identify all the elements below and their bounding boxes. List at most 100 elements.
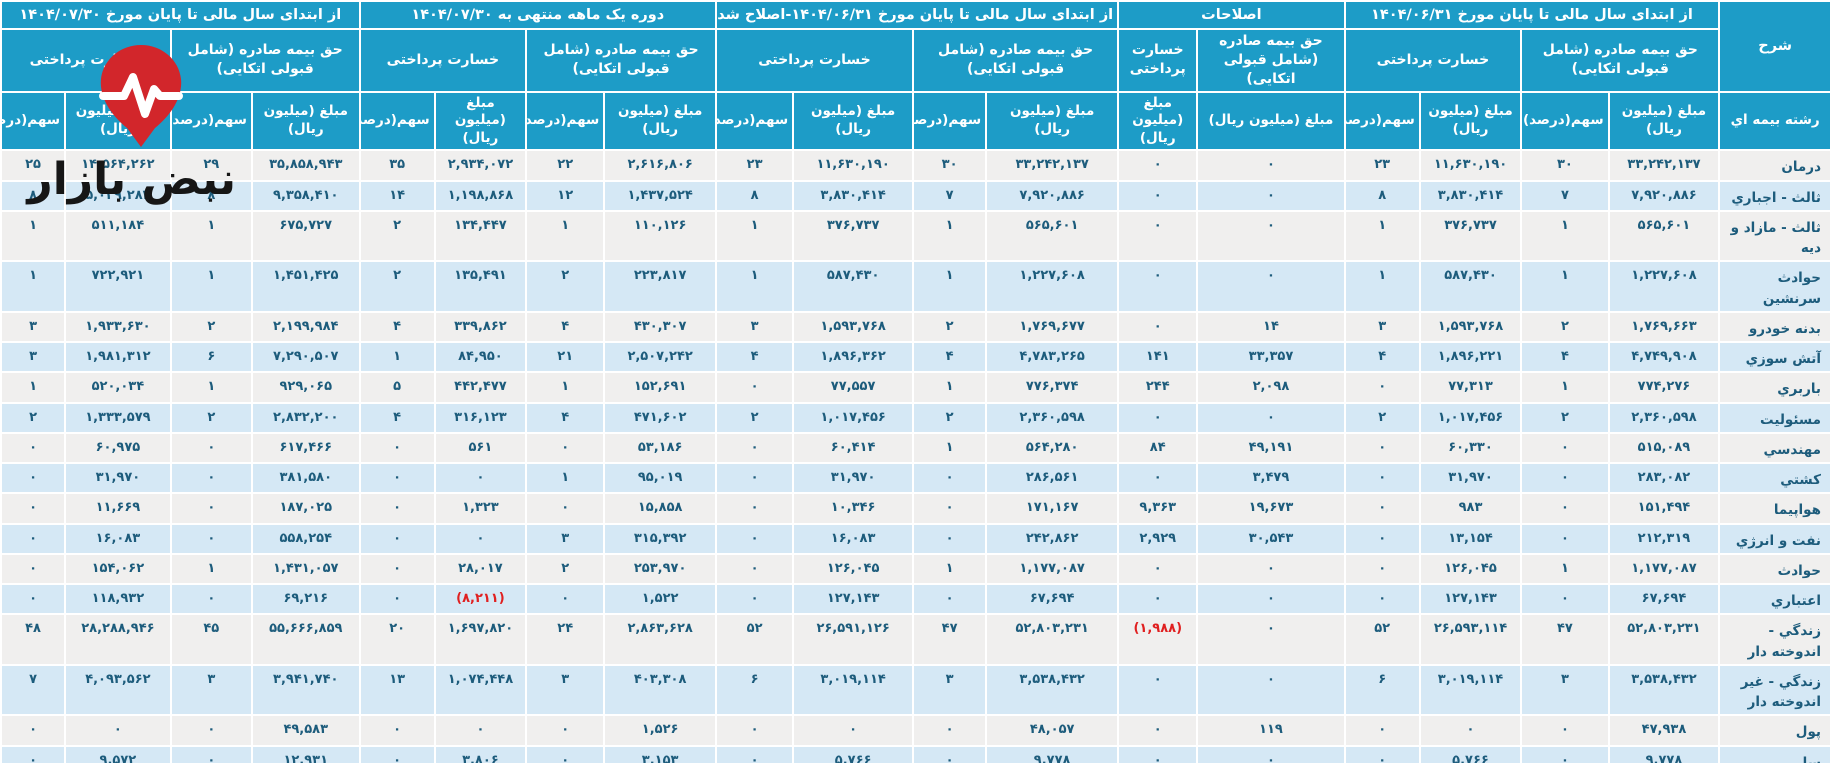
subheader-month-0730-claims: خسارت پرداختی: [358, 28, 528, 93]
cell-ytd-0631-adjusted-premium-share: ۲: [912, 401, 988, 434]
cell-ytd-0631-claims-share: ۰: [1343, 492, 1421, 525]
cell-month-0730-claims-amount: ۱,۰۷۴,۴۴۸: [433, 663, 528, 717]
cell-ytd-0631-claims-amount: ۲۶,۵۹۳,۱۱۴: [1418, 613, 1523, 666]
header-row-measures: حق بیمه صادره (شامل قبولی اتکایی) خسارت پ…: [0, 28, 1831, 93]
cell-adjustments-claims-amount: ۹,۳۶۳: [1117, 492, 1199, 525]
cell-ytd-0631-adjusted-premium-share: ۰: [912, 744, 988, 763]
cell-ytd-0730-premium-share: ۸: [169, 179, 253, 212]
cell-ytd-0631-premium-share: ۱: [1520, 552, 1610, 586]
cell-month-0730-premium-amount: ۱۵۲,۶۹۱: [603, 371, 717, 404]
cell-ytd-0730-claims-share: ۰: [0, 431, 67, 465]
cell-adjustments-premium-amount: ۰: [1196, 260, 1346, 313]
cell-month-0730-claims-share: ۲: [358, 260, 436, 313]
cell-ytd-0631-adjusted-premium-share: ۲: [912, 310, 988, 344]
cell-ytd-0631-premium-share: ۴: [1520, 341, 1610, 374]
cell-ytd-0631-adjusted-claims-amount: ۲۶,۵۹۱,۱۲۶: [792, 613, 915, 666]
cell-ytd-0631-premium-share: ۲: [1520, 401, 1610, 434]
table-row: زندگي - اندوخته دار ۵۲,۸۰۳,۲۳۱ ۴۷ ۲۶,۵۹۳,۱۱…: [0, 613, 1832, 666]
cell-ytd-0730-claims-share: ۳: [0, 341, 67, 374]
table-row: ثالث - مازاد و دیه ۵۶۵,۶۰۱ ۱ ۳۷۶,۷۳۷ ۱ ۰ ۰ ۵۶۵,…: [0, 209, 1832, 263]
cell-ytd-0631-premium-amount: ۱,۲۲۷,۶۰۸: [1607, 260, 1721, 313]
cell-ytd-0730-claims-amount: ۴,۰۹۳,۵۶۲: [64, 663, 172, 717]
cell-ytd-0631-adjusted-claims-amount: ۳۷۶,۷۳۷: [792, 209, 915, 263]
col-header-ytd-0631-premium-share: سهم(درصد): [1520, 90, 1610, 152]
col-header-ytd-0631-adjusted-claims-amount: مبلغ (میلیون ریال): [792, 90, 915, 152]
cell-adjustments-premium-amount: ۰: [1196, 613, 1346, 666]
cell-ytd-0730-premium-share: ۶: [169, 341, 253, 374]
cell-ytd-0631-premium-share: ۰: [1520, 583, 1610, 616]
cell-ytd-0730-premium-share: ۱: [169, 371, 253, 404]
subheader-month-0730-premium: حق بیمه صادره (شامل قبولی اتکایی): [525, 28, 717, 93]
table-row: سایر ۹,۷۷۸ ۰ ۵,۷۶۶ ۰ ۰ ۰ ۹,۷۷۸ ۰ ۵,۷۶۶ ۰ ۳,۱۵۳ ۰ ۳,۸۰…: [0, 744, 1832, 763]
col-header-ytd-0730-premium-share: سهم(درصد): [169, 90, 253, 152]
cell-month-0730-claims-amount: ۲۸,۰۱۷: [433, 552, 528, 586]
cell-ytd-0730-premium-share: ۲: [169, 401, 253, 434]
cell-ytd-0631-adjusted-claims-share: ۰: [714, 371, 795, 404]
cell-adjustments-premium-amount: ۴۹,۱۹۱: [1196, 431, 1346, 465]
cell-ytd-0631-adjusted-premium-share: ۴۷: [912, 613, 988, 666]
cell-month-0730-premium-share: ۲۴: [525, 613, 606, 666]
cell-ytd-0730-claims-amount: ۰: [64, 714, 172, 747]
cell-ytd-0730-premium-share: ۰: [169, 462, 253, 495]
table-row: زندگي - غیر اندوخته دار ۳,۵۳۸,۴۳۲ ۳ ۳,۰۱۹,۱…: [0, 663, 1832, 717]
cell-month-0730-claims-amount: ۳۳۹,۸۶۲: [433, 310, 528, 344]
cell-ytd-0631-premium-share: ۱: [1520, 209, 1610, 263]
cell-ytd-0631-premium-amount: ۴,۷۴۹,۹۰۸: [1607, 341, 1721, 374]
cell-month-0730-premium-amount: ۹۵,۰۱۹: [603, 462, 717, 495]
cell-adjustments-claims-amount: ۰: [1117, 552, 1199, 586]
cell-month-0730-premium-amount: ۲,۸۶۳,۶۲۸: [603, 613, 717, 666]
cell-month-0730-premium-amount: ۳,۱۵۳: [603, 744, 717, 763]
cell-month-0730-premium-share: ۳: [525, 663, 606, 717]
cell-ytd-0631-premium-amount: ۳۳,۲۴۲,۱۳۷: [1607, 149, 1721, 182]
cell-ytd-0631-claims-amount: ۰: [1418, 714, 1523, 747]
cell-ytd-0631-adjusted-premium-share: ۱: [912, 260, 988, 313]
cell-ytd-0631-premium-amount: ۵۶۵,۶۰۱: [1607, 209, 1721, 263]
cell-adjustments-premium-amount: ۰: [1196, 209, 1346, 263]
cell-ytd-0730-claims-amount: ۳۱,۹۷۰: [64, 462, 172, 495]
cell-ytd-0631-claims-amount: ۱,۰۱۷,۴۵۶: [1418, 401, 1523, 434]
col-header-ytd-0631-adjusted-claims-share: سهم(درصد): [714, 90, 795, 152]
cell-ytd-0730-premium-amount: ۱,۴۳۱,۰۵۷: [250, 552, 361, 586]
cell-ytd-0631-premium-amount: ۱,۱۷۷,۰۸۷: [1607, 552, 1721, 586]
cell-ytd-0631-claims-share: ۸: [1343, 179, 1421, 212]
col-header-ytd-0730-claims-amount: مبلغ (میلیون ریال): [64, 90, 172, 152]
cell-adjustments-claims-amount: (۱,۹۸۸): [1117, 613, 1199, 666]
col-header-month-0730-claims-amount: مبلغ (میلیون ریال): [433, 90, 528, 152]
cell-ytd-0631-claims-amount: ۱۱,۶۳۰,۱۹۰: [1418, 149, 1523, 182]
cell-ytd-0730-claims-share: ۰: [0, 714, 67, 747]
cell-ytd-0631-adjusted-premium-amount: ۵۶۵,۶۰۱: [985, 209, 1120, 263]
row-label: آتش سوزي: [1718, 341, 1832, 374]
cell-ytd-0730-claims-share: ۱: [0, 371, 67, 404]
cell-ytd-0631-adjusted-premium-amount: ۳,۵۳۸,۴۳۲: [985, 663, 1120, 717]
cell-month-0730-premium-amount: ۱۵,۸۵۸: [603, 492, 717, 525]
cell-month-0730-claims-share: ۲۰: [358, 613, 436, 666]
cell-ytd-0631-claims-amount: ۷۷,۳۱۳: [1418, 371, 1523, 404]
cell-adjustments-premium-amount: ۲,۰۹۸: [1196, 371, 1346, 404]
cell-ytd-0631-adjusted-premium-amount: ۹,۷۷۸: [985, 744, 1120, 763]
cell-ytd-0730-premium-amount: ۱۲,۹۳۱: [250, 744, 361, 763]
cell-ytd-0631-adjusted-premium-share: ۱: [912, 431, 988, 465]
cell-ytd-0631-adjusted-claims-share: ۲: [714, 401, 795, 434]
cell-ytd-0631-adjusted-claims-share: ۱: [714, 209, 795, 263]
cell-ytd-0631-adjusted-premium-amount: ۱,۷۶۹,۶۷۷: [985, 310, 1120, 344]
cell-ytd-0631-adjusted-claims-amount: ۵,۷۶۶: [792, 744, 915, 763]
table-body: درمان ۳۳,۲۴۲,۱۳۷ ۳۰ ۱۱,۶۳۰,۱۹۰ ۲۳ ۰ ۰ ۳۳,۲۴۲,۱۳…: [0, 149, 1832, 763]
cell-ytd-0631-adjusted-claims-amount: ۱,۵۹۳,۷۶۸: [792, 310, 915, 344]
cell-ytd-0730-premium-share: ۰: [169, 744, 253, 763]
cell-ytd-0730-premium-share: ۰: [169, 522, 253, 555]
cell-ytd-0631-claims-share: ۴: [1343, 341, 1421, 374]
cell-month-0730-premium-share: ۳: [525, 522, 606, 555]
header-row-groups: شرح از ابتدای سال مالی تا پایان مورخ ۱۴۰۴…: [0, 0, 1832, 93]
cell-month-0730-claims-amount: (۸,۲۱۱): [433, 583, 528, 616]
cell-month-0730-claims-amount: ۵۶۱: [433, 431, 528, 465]
cell-ytd-0631-claims-share: ۱: [1343, 209, 1421, 263]
cell-ytd-0631-adjusted-premium-amount: ۲۸۶,۵۶۱: [985, 462, 1120, 495]
cell-ytd-0631-adjusted-claims-amount: ۳,۸۳۰,۴۱۴: [792, 179, 915, 212]
cell-ytd-0730-claims-amount: ۵۲۰,۰۳۴: [64, 371, 172, 404]
cell-ytd-0631-premium-share: ۴۷: [1520, 613, 1610, 666]
cell-adjustments-claims-amount: ۰: [1117, 401, 1199, 434]
group-header-ytd-0631: از ابتدای سال مالی تا پایان مورخ ۱۴۰۴/۰۶…: [1343, 0, 1721, 30]
cell-month-0730-claims-share: ۰: [358, 552, 436, 586]
subheader-adjustments-claims: خسارت پرداختی: [1117, 28, 1199, 93]
